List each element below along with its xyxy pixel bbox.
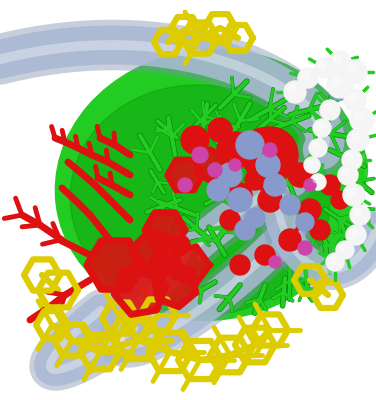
Circle shape bbox=[236, 131, 264, 159]
Ellipse shape bbox=[70, 85, 330, 315]
Circle shape bbox=[329, 51, 351, 73]
Circle shape bbox=[208, 163, 222, 177]
Circle shape bbox=[327, 72, 353, 98]
Ellipse shape bbox=[55, 50, 365, 320]
Circle shape bbox=[340, 244, 346, 251]
Circle shape bbox=[343, 184, 365, 206]
Circle shape bbox=[298, 68, 318, 88]
Circle shape bbox=[192, 147, 208, 163]
Circle shape bbox=[296, 213, 314, 231]
Circle shape bbox=[218, 163, 242, 187]
Circle shape bbox=[217, 132, 253, 168]
Circle shape bbox=[346, 225, 366, 245]
Circle shape bbox=[284, 81, 306, 103]
Circle shape bbox=[253, 138, 273, 158]
Circle shape bbox=[235, 220, 255, 240]
Polygon shape bbox=[132, 232, 178, 278]
Circle shape bbox=[228, 183, 252, 207]
Circle shape bbox=[232, 132, 264, 164]
Circle shape bbox=[350, 229, 357, 236]
Circle shape bbox=[264, 174, 286, 196]
Circle shape bbox=[347, 129, 369, 151]
Circle shape bbox=[280, 195, 300, 215]
Circle shape bbox=[339, 59, 361, 81]
Circle shape bbox=[245, 208, 265, 228]
Polygon shape bbox=[154, 263, 196, 307]
Circle shape bbox=[255, 245, 275, 265]
Circle shape bbox=[304, 179, 316, 191]
Circle shape bbox=[207, 179, 229, 201]
Circle shape bbox=[317, 122, 323, 129]
Circle shape bbox=[269, 256, 281, 268]
Circle shape bbox=[352, 133, 359, 141]
Circle shape bbox=[302, 72, 309, 79]
Polygon shape bbox=[114, 266, 165, 314]
Circle shape bbox=[350, 108, 374, 132]
Circle shape bbox=[264, 142, 296, 174]
Circle shape bbox=[344, 89, 366, 111]
Circle shape bbox=[288, 85, 296, 93]
Circle shape bbox=[230, 255, 250, 275]
Circle shape bbox=[342, 169, 349, 176]
Circle shape bbox=[304, 157, 320, 173]
Polygon shape bbox=[174, 246, 210, 284]
Circle shape bbox=[279, 229, 301, 251]
Circle shape bbox=[319, 62, 326, 69]
Circle shape bbox=[178, 178, 192, 192]
Polygon shape bbox=[87, 241, 143, 289]
Circle shape bbox=[355, 113, 363, 121]
Circle shape bbox=[150, 250, 170, 270]
Circle shape bbox=[312, 143, 319, 149]
Circle shape bbox=[343, 60, 367, 84]
Circle shape bbox=[229, 159, 241, 171]
Circle shape bbox=[324, 104, 331, 111]
Circle shape bbox=[350, 205, 370, 225]
Circle shape bbox=[347, 188, 355, 196]
Circle shape bbox=[331, 191, 349, 209]
Circle shape bbox=[242, 127, 298, 183]
Circle shape bbox=[330, 257, 336, 263]
Circle shape bbox=[346, 154, 353, 161]
Circle shape bbox=[307, 160, 313, 166]
Circle shape bbox=[170, 235, 190, 255]
Circle shape bbox=[256, 153, 280, 177]
Circle shape bbox=[348, 65, 356, 73]
Circle shape bbox=[208, 118, 232, 142]
Circle shape bbox=[315, 58, 335, 78]
Circle shape bbox=[338, 165, 358, 185]
Circle shape bbox=[310, 174, 326, 190]
Circle shape bbox=[342, 150, 362, 170]
Circle shape bbox=[258, 188, 282, 212]
Polygon shape bbox=[167, 160, 203, 190]
Circle shape bbox=[320, 100, 340, 120]
Circle shape bbox=[313, 119, 331, 137]
Ellipse shape bbox=[74, 130, 226, 310]
Circle shape bbox=[328, 76, 352, 100]
Circle shape bbox=[309, 139, 327, 157]
Circle shape bbox=[238, 138, 250, 150]
Circle shape bbox=[299, 199, 321, 221]
Circle shape bbox=[181, 126, 209, 154]
Circle shape bbox=[263, 143, 277, 157]
Circle shape bbox=[310, 220, 330, 240]
Polygon shape bbox=[196, 149, 224, 181]
Circle shape bbox=[228, 188, 252, 212]
Ellipse shape bbox=[193, 87, 367, 223]
Circle shape bbox=[288, 163, 312, 187]
Circle shape bbox=[354, 209, 361, 216]
Polygon shape bbox=[145, 213, 185, 247]
Circle shape bbox=[298, 241, 312, 255]
Circle shape bbox=[334, 55, 341, 63]
Circle shape bbox=[349, 93, 356, 101]
Circle shape bbox=[248, 128, 276, 156]
Circle shape bbox=[320, 175, 340, 195]
Circle shape bbox=[326, 253, 344, 271]
Circle shape bbox=[336, 241, 354, 259]
Circle shape bbox=[332, 77, 341, 86]
Circle shape bbox=[220, 210, 240, 230]
Circle shape bbox=[313, 177, 319, 183]
Circle shape bbox=[245, 170, 265, 190]
